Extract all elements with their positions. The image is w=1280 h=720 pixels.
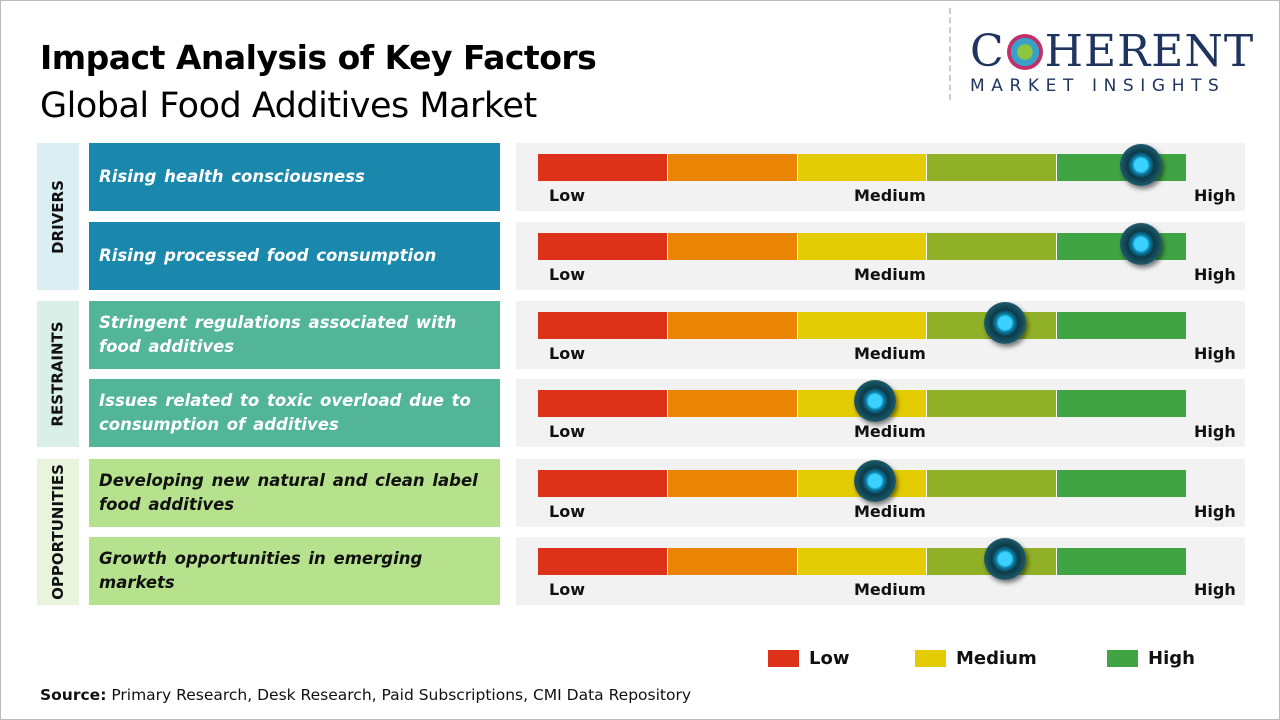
gauge-label-low: Low: [549, 422, 585, 441]
gauge-knob: [1119, 223, 1162, 265]
legend-swatch: [915, 650, 946, 667]
factor-label: Developing new natural and clean label f…: [89, 459, 500, 527]
gauge-segment: [667, 390, 798, 417]
category-label: RESTRAINTS: [49, 321, 68, 427]
page-subtitle: Global Food Additives Market: [40, 86, 537, 126]
factor-label: Rising processed food consumption: [89, 222, 500, 290]
gauge-segment: [1057, 312, 1186, 339]
factor-label: Stringent regulations associated with fo…: [89, 301, 500, 369]
gauge-knob: [983, 538, 1026, 580]
gauge-segment: [538, 154, 668, 181]
gauge-segment: [797, 548, 928, 575]
factor-label: Issues related to toxic overload due to …: [89, 379, 500, 447]
gauge-segment: [667, 233, 798, 260]
gauge-bar: [538, 154, 1186, 181]
company-logo: C HERENT MARKET INSIGHTS: [970, 26, 1260, 97]
gauge-bar: [538, 312, 1186, 339]
gauge-label-low: Low: [549, 580, 585, 599]
legend-label: High: [1148, 648, 1195, 669]
logo-letter: C: [970, 26, 1005, 77]
gauge-label-medium: Medium: [854, 422, 926, 441]
factor-label: Rising health consciousness: [89, 143, 500, 211]
gauge-knob: [1119, 144, 1162, 186]
gauge-label-high: High: [1194, 422, 1236, 441]
category-restraints: RESTRAINTS: [37, 301, 79, 447]
gauge-segment: [1057, 470, 1186, 497]
impact-gauge: Low Medium High: [516, 143, 1245, 211]
gauge-label-high: High: [1194, 344, 1236, 363]
gauge-label-low: Low: [549, 344, 585, 363]
gauge-segment: [1057, 548, 1186, 575]
gauge-segment: [927, 154, 1058, 181]
gauge-segment: [797, 154, 928, 181]
category-label: OPPORTUNITIES: [49, 464, 67, 600]
page-title: Impact Analysis of Key Factors: [40, 38, 597, 77]
legend-swatch: [1107, 650, 1138, 667]
gauge-segment: [538, 390, 668, 417]
gauge-label-high: High: [1194, 580, 1236, 599]
gauge-segment: [927, 390, 1058, 417]
legend-item: High: [1107, 648, 1195, 669]
legend-swatch: [768, 650, 799, 667]
impact-gauge: Low Medium High: [516, 537, 1245, 605]
gauge-label-high: High: [1194, 502, 1236, 521]
gauge-label-medium: Medium: [854, 502, 926, 521]
gauge-label-medium: Medium: [854, 186, 926, 205]
gauge-label-medium: Medium: [854, 344, 926, 363]
gauge-label-medium: Medium: [854, 580, 926, 599]
gauge-segment: [797, 233, 928, 260]
globe-icon: [1006, 34, 1043, 70]
factor-label: Growth opportunities in emerging markets: [89, 537, 500, 605]
source-text: Primary Research, Desk Research, Paid Su…: [106, 686, 692, 704]
gauge-segment: [538, 548, 668, 575]
gauge-segment: [1057, 390, 1186, 417]
gauge-label-low: Low: [549, 186, 585, 205]
gauge-segment: [927, 470, 1058, 497]
impact-gauge: Low Medium High: [516, 301, 1245, 369]
gauge-segment: [538, 312, 668, 339]
impact-gauge: Low Medium High: [516, 459, 1245, 527]
impact-gauge: Low Medium High: [516, 379, 1245, 447]
source-label: Source:: [40, 686, 107, 704]
gauge-segment: [538, 233, 668, 260]
source-note: Source: Primary Research, Desk Research,…: [40, 686, 691, 704]
gauge-segment: [667, 312, 798, 339]
gauge-bar: [538, 548, 1186, 575]
gauge-label-high: High: [1194, 265, 1236, 284]
gauge-segment: [797, 312, 928, 339]
gauge-bar: [538, 470, 1186, 497]
legend-item: Medium: [915, 648, 1037, 669]
impact-gauge: Low Medium High: [516, 222, 1245, 290]
gauge-segment: [667, 470, 798, 497]
gauge-segment: [667, 548, 798, 575]
gauge-label-medium: Medium: [854, 265, 926, 284]
gauge-label-low: Low: [549, 502, 585, 521]
logo-word: HERENT: [1044, 26, 1255, 77]
category-opportunities: OPPORTUNITIES: [37, 459, 79, 605]
gauge-knob: [983, 302, 1026, 344]
legend-label: Medium: [956, 648, 1037, 669]
gauge-segment: [927, 233, 1058, 260]
category-drivers: DRIVERS: [37, 143, 79, 290]
gauge-knob: [853, 380, 896, 422]
gauge-segment: [667, 154, 798, 181]
category-label: DRIVERS: [49, 179, 68, 254]
gauge-label-high: High: [1194, 186, 1236, 205]
gauge-segment: [538, 470, 668, 497]
gauge-knob: [853, 460, 896, 502]
legend-item: Low: [768, 648, 849, 669]
logo-subtitle: MARKET INSIGHTS: [970, 76, 1226, 96]
legend-label: Low: [809, 648, 850, 669]
gauge-label-low: Low: [549, 265, 585, 284]
gauge-bar: [538, 233, 1186, 260]
logo-divider: [949, 8, 951, 100]
